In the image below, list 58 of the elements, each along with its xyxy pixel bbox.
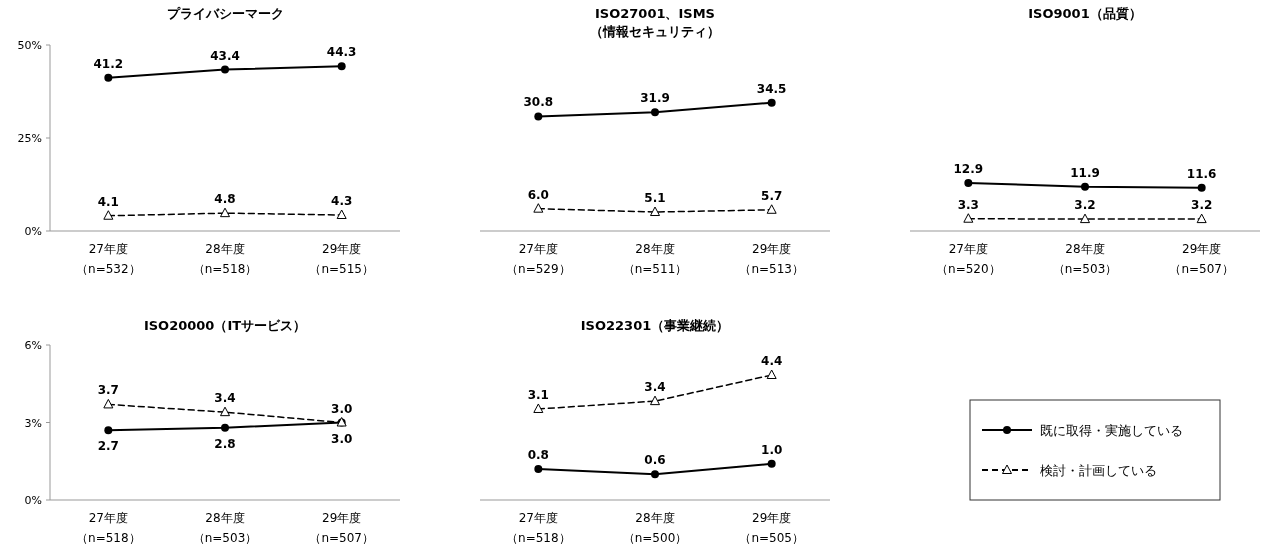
y-tick-label: 50% <box>17 39 42 52</box>
data-label: 11.6 <box>1186 166 1217 181</box>
data-label: 3.2 <box>1074 198 1096 213</box>
data-label: 0.8 <box>527 448 549 463</box>
x-tick-label: 27年度（n=518） <box>76 511 141 545</box>
x-tick-label: 28年度（n=518） <box>192 242 258 276</box>
x-tick-label: 29年度（n=513） <box>739 242 804 276</box>
data-label: 2.8 <box>214 436 236 451</box>
data-label: 11.9 <box>1070 165 1100 180</box>
legend-label: 検討・計画している <box>1040 463 1157 478</box>
x-tick-label: 28年度（n=503） <box>1052 242 1118 276</box>
data-label: 1.0 <box>761 442 783 457</box>
data-label: 3.1 <box>527 387 549 402</box>
x-tick-label: 29年度（n=505） <box>739 511 804 545</box>
x-tick-label: 28年度（n=511） <box>622 242 688 276</box>
x-tick-label: 29年度（n=515） <box>309 242 374 276</box>
chart-title: ISO20000（ITサービス） <box>143 318 307 333</box>
x-tick-label: 27年度（n=518） <box>506 511 571 545</box>
x-tick-label: 29年度（n=507） <box>1169 242 1234 276</box>
y-tick-label: 6% <box>24 339 42 352</box>
chart-title: ISO27001、ISMS （情報セキュリティ） <box>590 6 720 39</box>
data-label: 3.4 <box>644 380 666 395</box>
data-label: 3.0 <box>331 431 353 446</box>
data-label: 31.9 <box>640 91 670 106</box>
data-label: 5.1 <box>644 191 666 206</box>
y-tick-label: 3% <box>24 416 42 430</box>
x-tick-label: 29年度（n=507） <box>309 511 374 545</box>
data-label: 30.8 <box>523 95 554 110</box>
data-label: 3.7 <box>97 383 119 398</box>
data-label: 4.8 <box>214 192 236 207</box>
data-label: 6.0 <box>527 187 549 202</box>
data-label: 34.5 <box>756 81 787 96</box>
data-label: 3.4 <box>214 391 236 406</box>
y-tick-label: 25% <box>17 132 42 145</box>
chart-title: ISO22301（事業継続） <box>580 318 730 333</box>
data-label: 43.4 <box>210 48 240 63</box>
data-label: 41.2 <box>93 56 124 71</box>
data-label: 3.2 <box>1191 198 1213 213</box>
data-label: 3.3 <box>957 197 979 212</box>
data-label: 2.7 <box>97 439 119 454</box>
data-label: 44.3 <box>326 45 357 60</box>
data-label: 4.3 <box>331 194 353 208</box>
data-label: 4.4 <box>761 354 783 368</box>
x-tick-label: 27年度（n=529） <box>506 242 571 276</box>
data-label: 12.9 <box>953 162 984 177</box>
data-label: 5.7 <box>761 188 783 203</box>
data-label: 0.6 <box>644 453 666 468</box>
x-tick-label: 27年度（n=520） <box>936 242 1001 276</box>
y-tick-label: 0% <box>24 494 42 507</box>
data-label: 4.1 <box>97 194 119 209</box>
chart-title: ISO9001（品質） <box>1028 6 1142 21</box>
x-tick-label: 28年度（n=503） <box>192 511 258 545</box>
chart-title: プライバシーマーク <box>166 6 284 21</box>
data-label: 3.0 <box>331 401 353 416</box>
x-tick-label: 28年度（n=500） <box>622 511 688 545</box>
x-tick-label: 27年度（n=532） <box>76 242 141 276</box>
y-tick-label: 0% <box>24 225 42 238</box>
legend-label: 既に取得・実施している <box>1040 423 1183 438</box>
